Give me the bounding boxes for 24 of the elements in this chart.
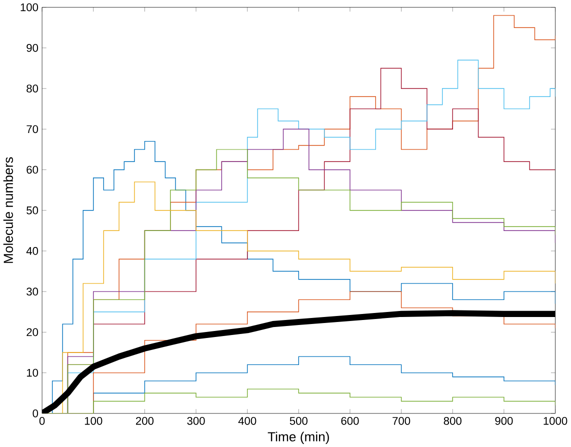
x-tick-label: 500 [290,416,308,425]
x-tick-label: 1000 [544,416,568,425]
y-tick-label: 40 [26,246,38,255]
y-tick-label: 10 [26,368,38,377]
y-tick-label: 90 [26,44,38,52]
x-tick-label: 600 [341,416,359,425]
x-tick-label: 0 [39,416,45,425]
x-tick-label: 400 [238,416,256,425]
y-tick-label: 20 [26,328,38,336]
x-tick-label: 300 [187,416,205,425]
x-tick-label: 700 [392,416,410,425]
x-tick-label: 900 [495,416,513,425]
y-tick-label: 50 [26,206,38,214]
y-axis-title: Molecule numbers [3,157,14,263]
y-tick-label: 70 [26,125,38,133]
y-tick-label: 60 [26,166,38,174]
x-tick-label: 200 [136,416,154,425]
y-tick-label: 0 [32,409,38,418]
x-tick-label: 100 [84,416,102,425]
y-tick-label: 80 [26,84,38,92]
y-tick-label: 100 [20,3,38,12]
y-tick-label: 30 [26,287,38,296]
x-tick-label: 800 [444,416,462,425]
x-axis-title: Time (min) [268,432,329,444]
